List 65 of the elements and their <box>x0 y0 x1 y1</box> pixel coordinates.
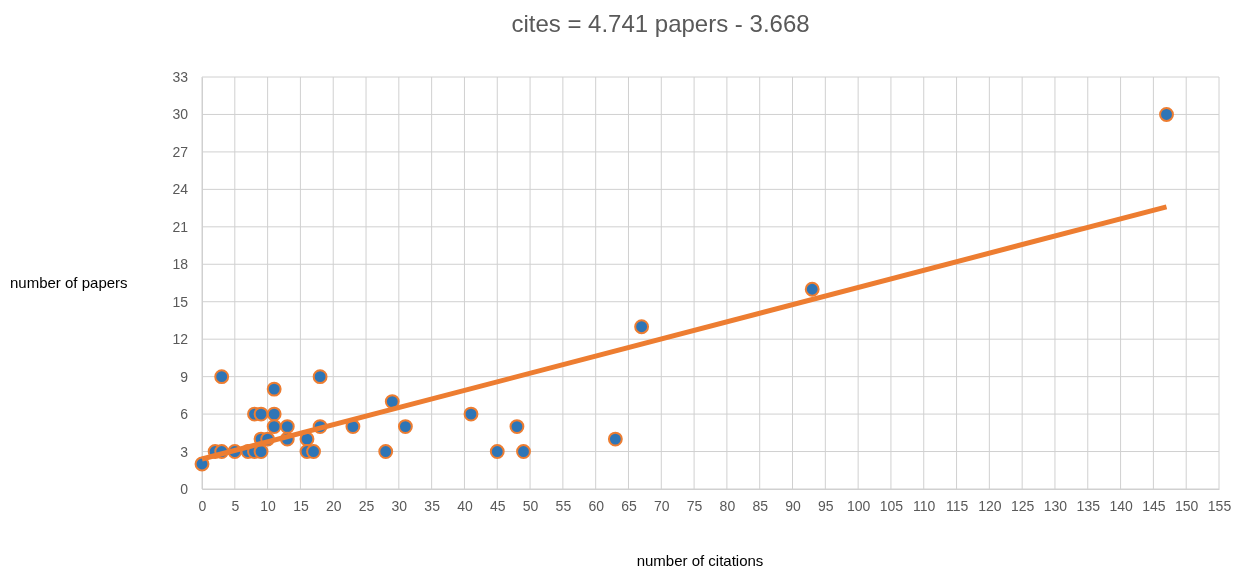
x-tick-label: 150 <box>1175 497 1199 514</box>
point <box>634 319 650 335</box>
x-tick-label: 60 <box>588 497 605 514</box>
x-tick-label: 110 <box>913 497 936 514</box>
x-tick-label: 125 <box>1010 497 1035 514</box>
point <box>266 381 282 397</box>
y-tick-label: 6 <box>180 406 189 423</box>
point <box>214 369 230 385</box>
y-tick-label: 33 <box>172 68 189 85</box>
y-tick-label: 15 <box>172 293 189 310</box>
y-tick-label: 9 <box>180 368 189 385</box>
point <box>266 419 282 434</box>
point <box>489 444 505 459</box>
x-tick-label: 140 <box>1109 497 1133 514</box>
y-tick-label: 21 <box>172 218 189 235</box>
y-tick-label: 12 <box>172 331 189 348</box>
point <box>378 444 394 459</box>
y-tick-label: 18 <box>172 256 189 273</box>
y-tick-label: 24 <box>172 181 189 198</box>
x-tick-label: 85 <box>752 497 769 514</box>
x-tick-label: 55 <box>555 497 572 514</box>
y-tick-label: 0 <box>180 480 189 497</box>
x-tick-label: 30 <box>391 497 408 514</box>
y-tick-label: 27 <box>172 143 189 160</box>
point <box>253 406 269 422</box>
x-tick-label: 65 <box>621 497 637 514</box>
point <box>397 419 413 434</box>
point <box>306 444 321 459</box>
x-tick-label: 10 <box>260 497 277 514</box>
x-tick-label: 35 <box>424 497 441 514</box>
y-tick-label: 3 <box>180 443 189 460</box>
point <box>279 419 295 434</box>
x-tick-label: 135 <box>1076 497 1101 514</box>
point <box>312 369 328 385</box>
x-axis-title: number of citations <box>636 552 764 569</box>
y-tick-label: 30 <box>172 106 189 123</box>
point <box>463 406 479 422</box>
x-tick-label: 70 <box>654 497 670 514</box>
x-tick-label: 90 <box>785 497 802 514</box>
point <box>266 406 282 422</box>
y-axis-title: number of papers <box>10 274 128 291</box>
point <box>607 431 623 447</box>
point <box>509 419 525 434</box>
x-tick-label: 95 <box>818 497 834 514</box>
x-tick-label: 5 <box>231 497 240 514</box>
x-tick-label: 45 <box>489 497 506 514</box>
x-tick-label: 115 <box>945 497 969 514</box>
x-tick-label: 25 <box>358 497 375 514</box>
point <box>804 281 820 297</box>
x-tick-label: 80 <box>719 497 736 514</box>
x-tick-label: 145 <box>1142 497 1166 514</box>
x-tick-label: 0 <box>198 497 207 514</box>
x-tick-label: 20 <box>325 497 342 514</box>
x-tick-label: 120 <box>978 497 1002 514</box>
x-tick-label: 100 <box>846 497 871 514</box>
x-tick-label: 75 <box>686 497 703 514</box>
x-tick-label: 155 <box>1207 497 1232 514</box>
point <box>1159 107 1174 122</box>
chart-title: cites = 4.741 papers - 3.668 <box>511 10 810 37</box>
x-tick-label: 50 <box>522 497 539 514</box>
x-tick-label: 40 <box>457 497 473 514</box>
x-tick-label: 15 <box>293 497 309 514</box>
x-tick-label: 105 <box>879 497 904 514</box>
x-tick-label: 130 <box>1043 497 1068 514</box>
point <box>516 444 531 459</box>
